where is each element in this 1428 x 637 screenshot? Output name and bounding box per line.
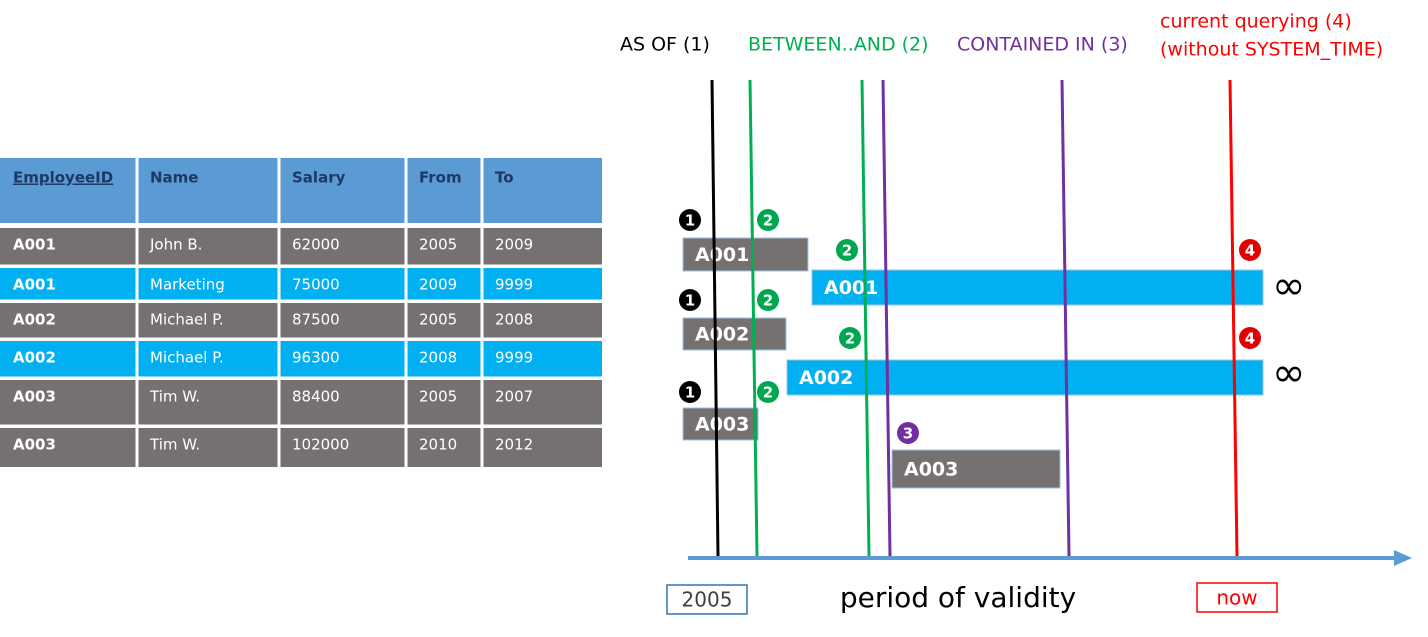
table-cell: 2009: [419, 276, 457, 294]
end-box: [1196, 582, 1278, 613]
infinity: ∞: [1272, 350, 1305, 396]
table-header-bg: [0, 158, 602, 223]
table-cell: 2010: [419, 436, 457, 454]
table-cell: 2008: [495, 311, 533, 329]
table-cell: Tim W.: [149, 388, 200, 406]
table-cell: Michael P.: [150, 311, 224, 329]
badge-label: 2: [845, 330, 855, 348]
table-header-cell: To: [495, 169, 514, 187]
table-cell: 2005: [419, 388, 457, 406]
badge: [1239, 327, 1261, 349]
table-cell: A002: [13, 349, 56, 367]
query-label: current querying (4): [1160, 11, 1352, 33]
table-cell: 2007: [495, 388, 533, 406]
table-cell: 2005: [419, 236, 457, 254]
badge: [679, 209, 701, 231]
table-cell: 9999: [495, 349, 533, 367]
table-cell: A001: [13, 236, 56, 254]
badge-label: 3: [903, 425, 913, 443]
table-cell: A002: [13, 311, 56, 329]
table-cell: 2005: [419, 311, 457, 329]
query-label: (without SYSTEM_TIME): [1160, 39, 1383, 61]
badge-label: 4: [1245, 330, 1255, 348]
badge: [836, 239, 858, 261]
table-cell: 62000: [292, 236, 340, 254]
table-cell: A003: [13, 436, 56, 454]
query-line: [860, 79, 871, 557]
badge-label: 1: [685, 384, 695, 402]
infinity: ∞: [1272, 263, 1305, 309]
badge-label: 2: [842, 242, 852, 260]
badge: [757, 289, 779, 311]
axis-end: now: [1216, 586, 1257, 610]
bar-label: A003: [904, 459, 958, 481]
table-cell: Michael P.: [150, 349, 224, 367]
query-line: [748, 79, 759, 557]
badge: [679, 289, 701, 311]
table-cell: John B.: [149, 236, 202, 254]
table-cell: 102000: [292, 436, 349, 454]
table-row-bg: [0, 303, 602, 338]
table-cell: 88400: [292, 388, 340, 406]
table-cell: Tim W.: [149, 436, 200, 454]
table-cell: A001: [13, 276, 56, 294]
axis-title: period of validity: [840, 581, 1076, 614]
period-bar: [682, 237, 809, 272]
table-row-bg: [0, 341, 602, 377]
axis-start: 2005: [682, 588, 733, 612]
query-line: [881, 79, 892, 557]
bar-label: A001: [824, 277, 878, 299]
badge-label: 4: [1245, 242, 1255, 260]
badge: [1239, 239, 1261, 261]
table-cell: 87500: [292, 311, 340, 329]
table-row-bg: [0, 228, 602, 265]
query-label: CONTAINED IN (3): [957, 34, 1128, 56]
query-line: [1060, 79, 1071, 557]
badge-label: 2: [763, 292, 773, 310]
period-bar: [891, 449, 1061, 489]
axis-arrow: [1394, 550, 1412, 566]
table-cell: 96300: [292, 349, 340, 367]
table-cell: 2008: [419, 349, 457, 367]
period-bar: [682, 407, 759, 441]
badge-label: 2: [763, 212, 773, 230]
badge: [757, 209, 779, 231]
table-row-bg: [0, 428, 602, 467]
badge: [839, 327, 861, 349]
table-cell: 9999: [495, 276, 533, 294]
query-label: AS OF (1): [620, 34, 710, 56]
badge-label: 1: [685, 212, 695, 230]
query-label: BETWEEN..AND (2): [748, 34, 929, 56]
table-header-cell: EmployeeID: [13, 169, 113, 187]
period-bar: [811, 269, 1264, 306]
table-cell: Marketing: [150, 276, 225, 294]
badge: [679, 381, 701, 403]
table-cell: 2009: [495, 236, 533, 254]
table-cell: A003: [13, 388, 56, 406]
badge-label: 2: [763, 384, 773, 402]
table-header-cell: From: [419, 169, 462, 187]
table-cell: 75000: [292, 276, 340, 294]
query-line: [710, 79, 720, 557]
table-cell: 2012: [495, 436, 533, 454]
period-bar: [682, 317, 787, 351]
start-box: [666, 584, 748, 615]
bar-label: A003: [695, 414, 749, 436]
table-header-cell: Name: [150, 169, 198, 187]
table-header-cell: Salary: [292, 169, 346, 187]
query-line: [1228, 79, 1239, 557]
bar-label: A002: [799, 367, 853, 389]
period-bar: [786, 359, 1264, 396]
bar-label: A002: [695, 324, 749, 346]
badge: [757, 381, 779, 403]
table-row-bg: [0, 268, 602, 300]
bar-label: A001: [695, 244, 749, 266]
badge-label: 1: [685, 292, 695, 310]
badge: [897, 422, 919, 444]
table-row-bg: [0, 380, 602, 425]
